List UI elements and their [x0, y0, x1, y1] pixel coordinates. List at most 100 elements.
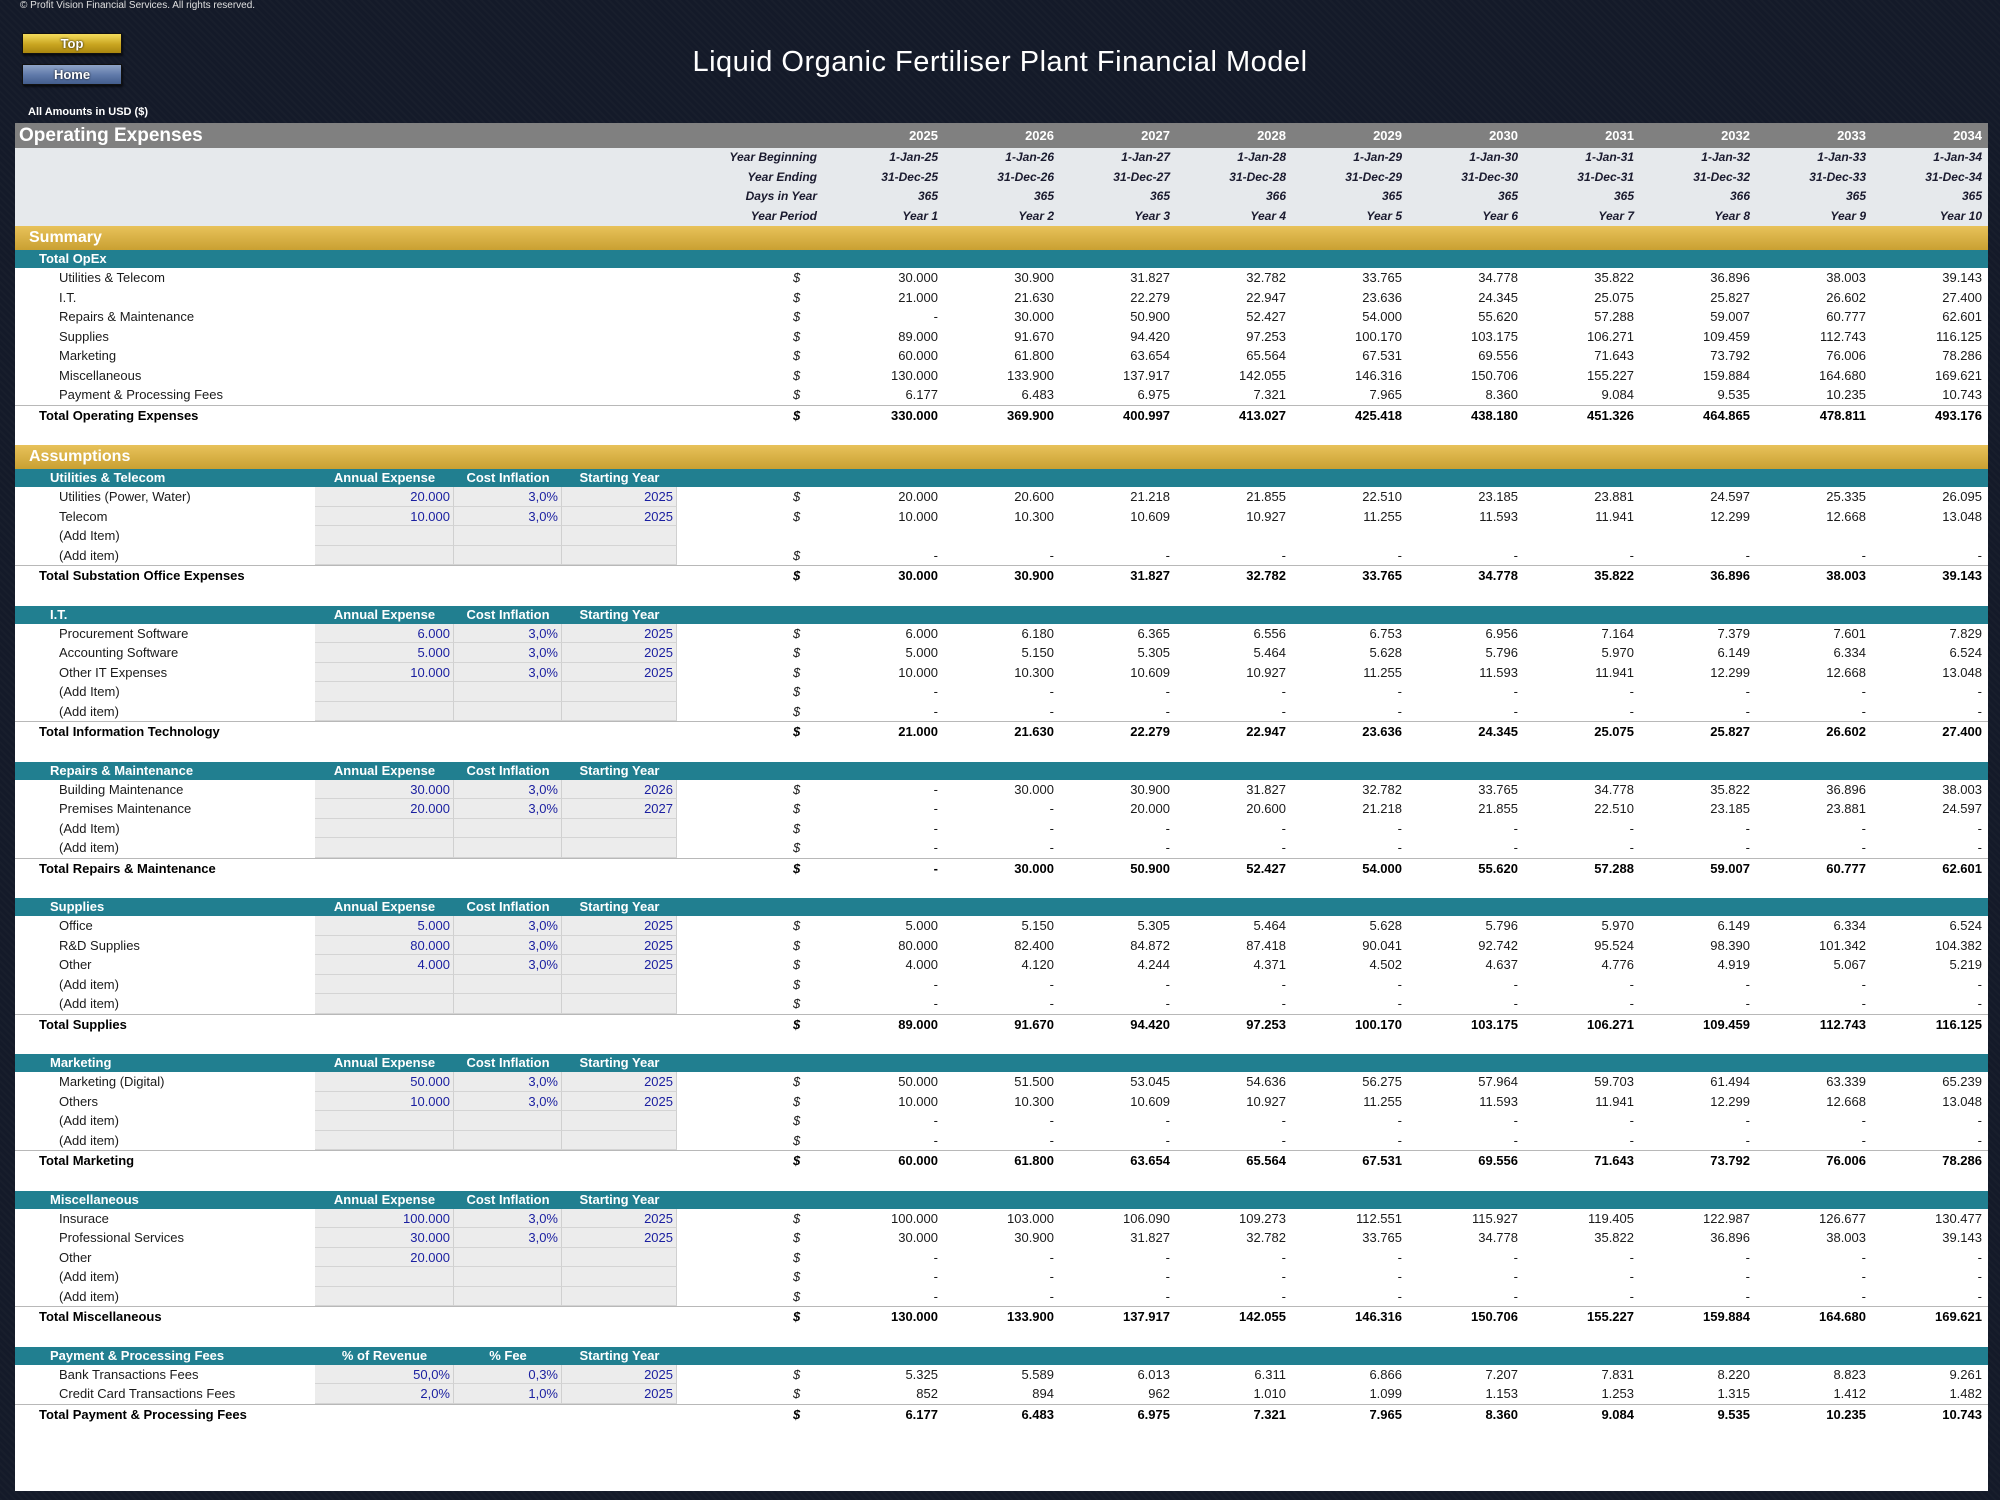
input-cell[interactable] [454, 1111, 562, 1131]
value-cell-2027: 6.013 [1137, 1366, 1170, 1382]
input-cell[interactable]: 2025 [562, 1228, 677, 1248]
input-cell[interactable]: 2025 [562, 623, 677, 643]
input-cell[interactable]: 3,0% [454, 955, 562, 975]
input-cell[interactable]: 2025 [562, 1208, 677, 1228]
input-cell[interactable] [562, 1247, 677, 1267]
input-cell[interactable] [454, 838, 562, 858]
input-cell[interactable] [562, 974, 677, 994]
input-cell[interactable]: 5.000 [315, 643, 454, 663]
input-cell[interactable] [315, 994, 454, 1014]
input-cell[interactable]: 50,0% [315, 1364, 454, 1384]
input-cell[interactable]: 2027 [562, 799, 677, 819]
input-cell[interactable] [315, 1286, 454, 1306]
input-cell[interactable] [454, 1267, 562, 1287]
input-cell[interactable] [454, 974, 562, 994]
input-cell[interactable] [315, 818, 454, 838]
input-cell[interactable] [562, 682, 677, 702]
input-cell[interactable]: 2025 [562, 487, 677, 507]
timeline-row: Year Period Year 1 Year 2 Year 3 Year 4 Year … [15, 206, 1988, 226]
input-cell[interactable] [315, 545, 454, 565]
input-cell[interactable] [562, 526, 677, 546]
input-cell[interactable]: 3,0% [454, 935, 562, 955]
input-cell[interactable]: 30.000 [315, 779, 454, 799]
input-cell[interactable]: 2025 [562, 506, 677, 526]
input-cell[interactable]: 2025 [562, 1384, 677, 1404]
input-cell[interactable]: 2025 [562, 916, 677, 936]
input-cell[interactable] [454, 545, 562, 565]
input-cell[interactable] [562, 838, 677, 858]
input-cell[interactable] [315, 838, 454, 858]
input-cell[interactable]: 4.000 [315, 955, 454, 975]
input-cell[interactable]: 3,0% [454, 1228, 562, 1248]
input-cell[interactable] [562, 818, 677, 838]
value-cell-2028: - [1281, 1269, 1286, 1284]
input-value: 2025 [644, 508, 673, 524]
input-cell[interactable] [454, 682, 562, 702]
input-cell[interactable]: 20.000 [315, 799, 454, 819]
input-cell[interactable]: 2025 [562, 1364, 677, 1384]
input-cell[interactable]: 2025 [562, 935, 677, 955]
input-cell[interactable] [562, 1267, 677, 1287]
input-cell[interactable] [315, 1267, 454, 1287]
input-cell[interactable]: 2,0% [315, 1384, 454, 1404]
input-cell[interactable]: 2025 [562, 1072, 677, 1092]
value-cell-2025: 89.000 [898, 328, 938, 344]
value-cell-2034: - [1977, 840, 1982, 855]
input-cell[interactable] [562, 701, 677, 721]
input-cell[interactable]: 2025 [562, 662, 677, 682]
input-cell[interactable]: 3,0% [454, 799, 562, 819]
input-cell[interactable]: 10.000 [315, 506, 454, 526]
input-cell[interactable] [315, 1111, 454, 1131]
input-cell[interactable] [315, 974, 454, 994]
input-cell[interactable] [454, 1247, 562, 1267]
input-cell[interactable]: 3,0% [454, 1208, 562, 1228]
input-column-header: Starting Year [579, 1347, 660, 1363]
input-cell[interactable] [454, 994, 562, 1014]
input-cell[interactable] [562, 1286, 677, 1306]
value-cell-2025 [848, 526, 938, 546]
input-cell[interactable] [454, 701, 562, 721]
input-cell[interactable] [562, 545, 677, 565]
input-cell[interactable]: 3,0% [454, 662, 562, 682]
input-cell[interactable]: 3,0% [454, 916, 562, 936]
input-cell[interactable]: 3,0% [454, 643, 562, 663]
input-cell[interactable]: 2026 [562, 779, 677, 799]
input-cell[interactable]: 80.000 [315, 935, 454, 955]
input-cell[interactable] [315, 701, 454, 721]
input-cell[interactable]: 10.000 [315, 1091, 454, 1111]
currency-symbol: $ [793, 1406, 801, 1422]
input-cell[interactable]: 2025 [562, 643, 677, 663]
input-cell[interactable]: 3,0% [454, 487, 562, 507]
input-cell[interactable] [315, 526, 454, 546]
input-cell[interactable]: 6.000 [315, 623, 454, 643]
input-cell[interactable]: 20.000 [315, 487, 454, 507]
input-cell[interactable]: 3,0% [454, 779, 562, 799]
input-value: 3,0% [528, 918, 558, 933]
input-cell[interactable]: 3,0% [454, 1091, 562, 1111]
input-cell[interactable]: 3,0% [454, 623, 562, 643]
input-cell[interactable] [315, 1130, 454, 1150]
input-cell[interactable]: 0,3% [454, 1364, 562, 1384]
input-cell[interactable]: 10.000 [315, 662, 454, 682]
input-cell[interactable]: 3,0% [454, 506, 562, 526]
input-cell[interactable]: 50.000 [315, 1072, 454, 1092]
top-button[interactable]: Top [22, 33, 122, 54]
total-cell-2026: 21.630 [1014, 724, 1054, 739]
input-cell[interactable] [562, 1111, 677, 1131]
input-cell[interactable] [315, 682, 454, 702]
home-button[interactable]: Home [22, 64, 122, 85]
input-cell[interactable] [562, 1130, 677, 1150]
input-cell[interactable] [562, 994, 677, 1014]
input-cell[interactable]: 5.000 [315, 916, 454, 936]
input-cell[interactable]: 20.000 [315, 1247, 454, 1267]
input-cell[interactable]: 3,0% [454, 1072, 562, 1092]
input-cell[interactable]: 100.000 [315, 1208, 454, 1228]
input-cell[interactable]: 30.000 [315, 1228, 454, 1248]
input-cell[interactable] [454, 1130, 562, 1150]
input-cell[interactable] [454, 818, 562, 838]
input-cell[interactable]: 2025 [562, 955, 677, 975]
input-cell[interactable] [454, 1286, 562, 1306]
input-cell[interactable] [454, 526, 562, 546]
input-cell[interactable]: 1,0% [454, 1384, 562, 1404]
input-cell[interactable]: 2025 [562, 1091, 677, 1111]
